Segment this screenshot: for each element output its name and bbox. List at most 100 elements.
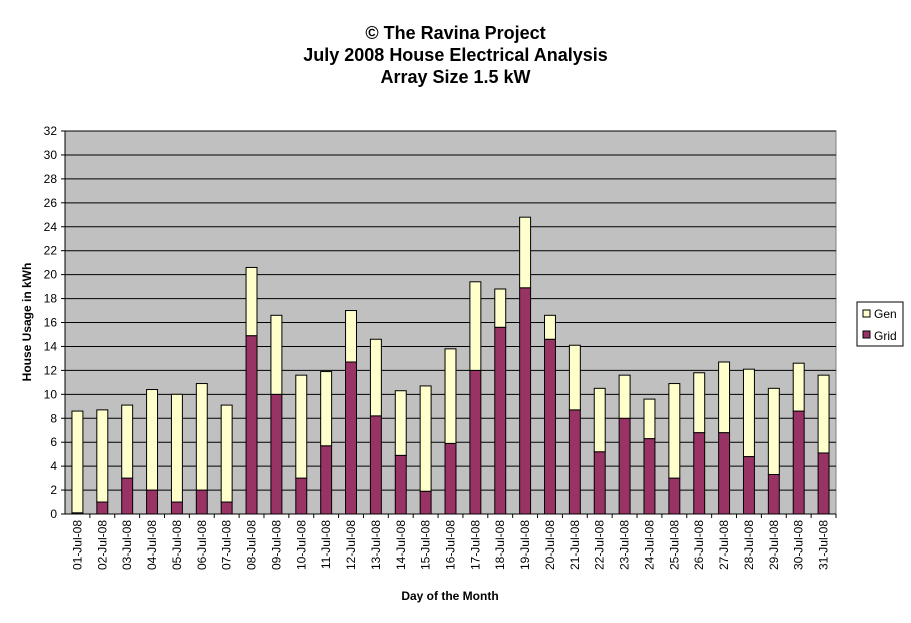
bar-grid [245, 335, 258, 515]
bar-grid [618, 417, 631, 515]
bar-grid [718, 432, 731, 515]
bar-grid [369, 415, 382, 515]
bar-grid [345, 361, 357, 515]
bar-grid [270, 393, 283, 515]
x-tick-label: 21-Jul-08 [568, 520, 582, 570]
x-tick-label: 18-Jul-08 [493, 520, 507, 570]
x-tick-label: 25-Jul-08 [667, 520, 681, 570]
bar-gen [593, 387, 606, 453]
bar-gen [270, 314, 283, 395]
y-tick-label: 2 [50, 483, 57, 497]
bar-grid [444, 442, 457, 515]
bar-gen [767, 387, 780, 476]
x-tick-label: 09-Jul-08 [269, 520, 283, 570]
bar-grid [394, 454, 407, 515]
x-tick-label: 26-Jul-08 [692, 520, 706, 570]
x-tick-label: 10-Jul-08 [294, 520, 308, 570]
x-tick-label: 04-Jul-08 [145, 520, 159, 570]
bar-grid [519, 287, 532, 515]
y-tick-label: 22 [44, 244, 58, 258]
x-tick-label: 29-Jul-08 [767, 520, 781, 570]
bar-grid [469, 369, 482, 515]
bar-grid [568, 409, 581, 515]
y-tick-label: 28 [44, 172, 58, 186]
bar-grid [121, 477, 134, 515]
x-tick-label: 15-Jul-08 [419, 520, 433, 570]
chart-title-line-2: July 2008 House Electrical Analysis [303, 45, 608, 65]
x-tick-label: 07-Jul-08 [220, 520, 234, 570]
bar-grid [320, 445, 333, 515]
bar-gen [96, 409, 109, 503]
bar-gen [568, 344, 581, 411]
bar-gen [444, 348, 457, 444]
bar-grid [295, 477, 308, 515]
bar-gen [718, 361, 731, 434]
x-tick-label: 27-Jul-08 [717, 520, 731, 570]
bar-grid [817, 452, 830, 515]
bars-group [71, 216, 830, 515]
bar-gen [519, 216, 532, 289]
bar-gen [220, 404, 233, 503]
y-tick-label: 12 [44, 363, 58, 377]
bar-grid [643, 438, 656, 515]
legend: Gen Grid [856, 301, 904, 347]
bar-grid [792, 410, 805, 515]
bar-gen [121, 404, 134, 479]
bar-gen [195, 383, 208, 491]
y-tick-label: 4 [50, 459, 57, 473]
bar-gen [295, 374, 308, 479]
y-tick-label: 24 [44, 220, 58, 234]
x-tick-label: 06-Jul-08 [195, 520, 209, 570]
x-axis-title: Day of the Month [401, 589, 498, 603]
y-tick-label: 26 [44, 196, 58, 210]
x-tick-label: 05-Jul-08 [170, 520, 184, 570]
y-tick-label: 6 [50, 435, 57, 449]
y-axis-title: House Usage in kWh [20, 263, 34, 382]
bar-grid [742, 456, 755, 515]
bar-gen [792, 362, 805, 412]
bar-gen [320, 371, 333, 447]
bar-gen [544, 314, 556, 340]
legend-swatch-grid [862, 330, 871, 339]
bar-gen [742, 368, 755, 458]
bar-gen [817, 374, 830, 454]
x-tick-label: 13-Jul-08 [369, 520, 383, 570]
y-tick-label: 32 [44, 124, 58, 138]
y-tick-label: 18 [44, 292, 58, 306]
x-tick-label: 19-Jul-08 [518, 520, 532, 570]
bar-grid [544, 338, 556, 515]
bar-gen [494, 288, 507, 328]
x-tick-label: 11-Jul-08 [319, 520, 333, 569]
bar-gen [668, 383, 681, 479]
bar-grid [146, 489, 159, 515]
bar-grid [693, 432, 706, 515]
x-tick-label: 23-Jul-08 [618, 520, 632, 570]
x-tick-label: 17-Jul-08 [468, 520, 482, 570]
legend-label-gen: Gen [874, 307, 897, 321]
x-tick-label: 28-Jul-08 [742, 520, 756, 570]
bar-grid [220, 501, 233, 515]
y-tick-label: 8 [50, 411, 57, 425]
x-tick-label: 20-Jul-08 [543, 520, 557, 570]
x-tick-label: 16-Jul-08 [444, 520, 458, 570]
bar-grid [96, 501, 109, 515]
legend-label-grid: Grid [874, 329, 897, 343]
x-tick-label: 31-Jul-08 [817, 520, 831, 570]
bar-gen [245, 266, 258, 337]
chart-title-line-1: © The Ravina Project [365, 23, 546, 43]
bar-gen [369, 338, 382, 417]
y-tick-label: 20 [44, 268, 58, 282]
bar-gen [469, 281, 482, 371]
x-tick-label: 14-Jul-08 [394, 520, 408, 570]
chart-title-line-3: Array Size 1.5 kW [380, 67, 531, 87]
bar-grid [767, 474, 780, 515]
x-tick-label: 08-Jul-08 [245, 520, 259, 570]
bar-grid [593, 451, 606, 515]
legend-swatch-gen [862, 309, 871, 318]
y-tick-label: 16 [44, 316, 58, 330]
y-tick-label: 0 [50, 507, 57, 521]
bar-gen [693, 372, 706, 434]
x-tick-label: 02-Jul-08 [95, 520, 109, 570]
